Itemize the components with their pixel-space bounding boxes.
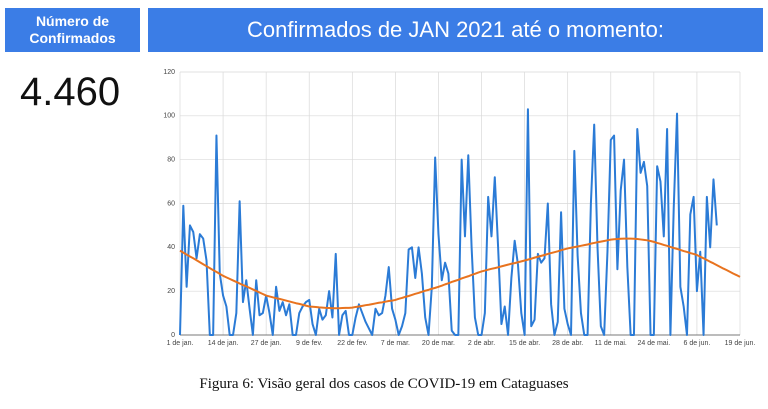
y-tick-label: 100: [163, 113, 175, 120]
x-tick-label: 2 de abr.: [468, 340, 495, 347]
chart: 0 20 40 60 80 100 120 1 de jan. 14 de jan. 27 de …: [163, 69, 756, 347]
confirmed-count: 4.460: [20, 70, 121, 114]
x-tick-label: 20 de mar.: [422, 340, 455, 347]
data-line: [179, 108, 718, 336]
x-tick-label: 14 de jan.: [208, 340, 239, 347]
caption: Figura 6: Visão geral dos casos de COVID…: [199, 376, 569, 392]
data-line: [179, 237, 741, 310]
x-tick-label: 9 de fev.: [296, 340, 322, 347]
x-tick-label: 7 de mar.: [381, 340, 410, 347]
y-tick-label: 40: [167, 244, 175, 251]
x-tick-label: 6 de jun.: [683, 340, 710, 347]
y-tick-label: 80: [167, 157, 175, 164]
y-tick-label: 120: [163, 69, 175, 76]
x-tick-label: 1 de jan.: [167, 340, 194, 347]
x-tick-label: 24 de mai.: [638, 340, 671, 347]
x-tick-label: 11 de mai.: [595, 340, 627, 347]
y-tick-label: 20: [167, 288, 175, 295]
y-tick-label: 0: [171, 332, 175, 339]
y-tick-label: 60: [167, 200, 175, 207]
x-tick-label: 27 de jan.: [251, 340, 282, 347]
x-tick-label: 28 de abr.: [552, 340, 583, 347]
x-tick-label: 19 de jun.: [725, 340, 756, 347]
x-tick-label: 15 de abr.: [509, 340, 540, 347]
count-label: Número de Confirmados: [5, 8, 140, 52]
x-tick-label: 22 de fev.: [337, 340, 367, 347]
banner-title: Confirmados de JAN 2021 até o momento:: [148, 8, 763, 52]
